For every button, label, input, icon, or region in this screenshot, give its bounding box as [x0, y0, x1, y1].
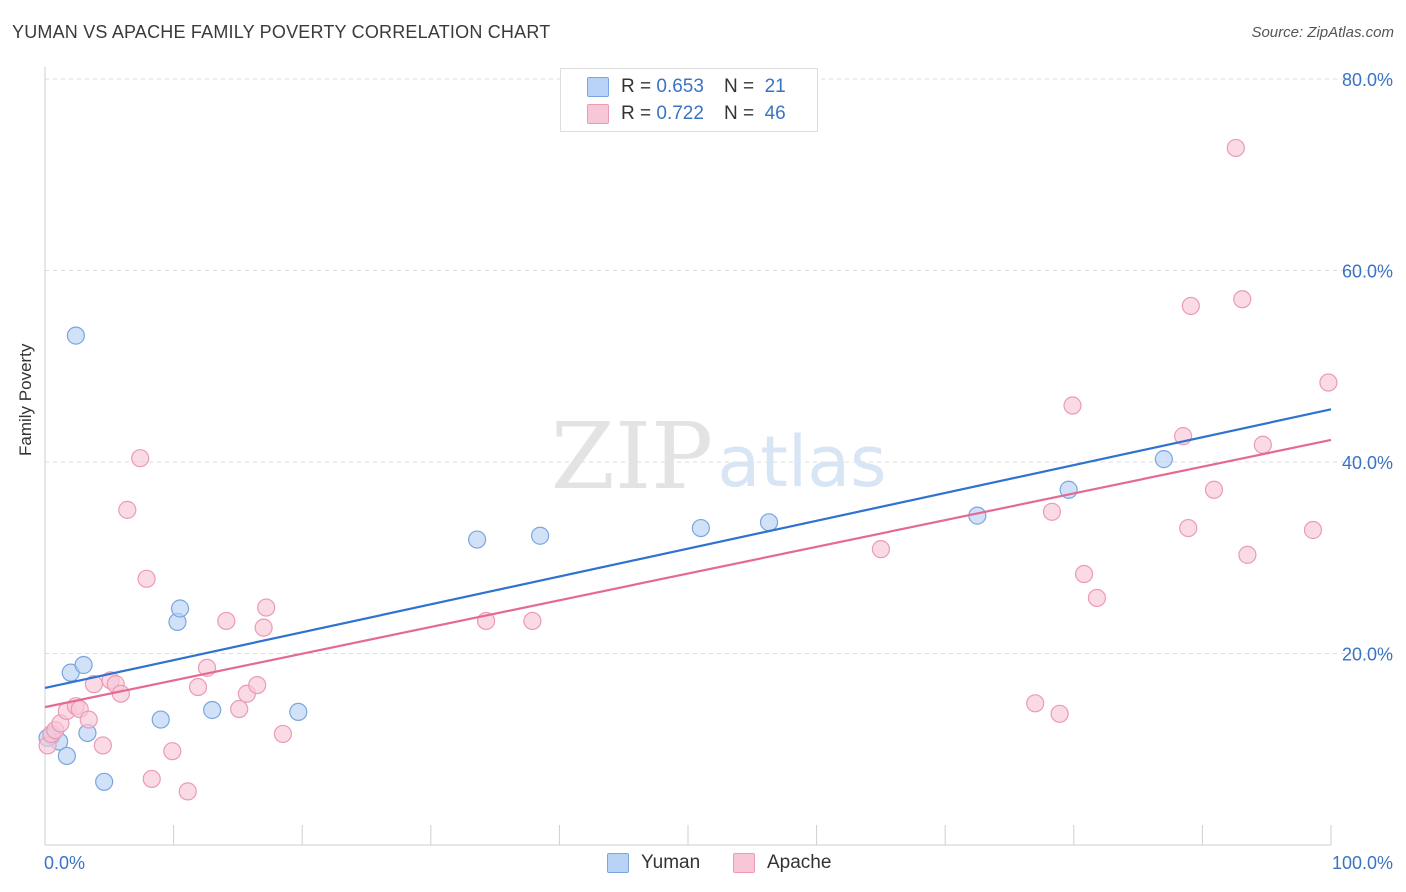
yuman-point	[151, 710, 170, 729]
apache-point	[142, 769, 161, 789]
chart-title: YUMAN VS APACHE FAMILY POVERTY CORRELATI…	[12, 22, 551, 42]
tick-labels: 20.0% 40.0% 60.0% 80.0% 0.0% 100.0%	[44, 70, 1393, 873]
apache-point	[1253, 435, 1272, 454]
series-legend-yuman: Yuman	[607, 852, 700, 874]
y-tick-label: 80.0%	[1342, 70, 1393, 90]
y-tick-label: 40.0%	[1342, 453, 1393, 473]
apache-point	[163, 742, 182, 761]
x-tick-label: 100.0%	[1332, 853, 1393, 873]
apache-point	[248, 675, 267, 695]
yuman-point	[531, 526, 550, 545]
apache-point	[188, 677, 208, 697]
yuman-point	[289, 702, 308, 722]
apache-point	[1026, 694, 1045, 713]
y-tick-label: 60.0%	[1342, 262, 1393, 282]
series-legend-apache: Apache	[733, 852, 831, 874]
legend-n-value: 21	[764, 76, 786, 97]
axes	[44, 67, 1332, 846]
watermark-zip: ZIP	[551, 403, 713, 510]
yuman-swatch	[587, 77, 609, 97]
apache-point	[1074, 564, 1094, 584]
yuman-trend-line	[44, 408, 1332, 690]
apache-trend-line	[44, 438, 1332, 709]
y-tick-label: 20.0%	[1342, 645, 1393, 665]
legend-n-value: 46	[764, 103, 786, 124]
apache-point	[1204, 480, 1224, 499]
apache-point	[1087, 588, 1107, 608]
apache-point	[1238, 545, 1257, 564]
data-points	[38, 138, 1338, 801]
y-axis-label: Family Poverty	[16, 343, 35, 456]
apache-point	[131, 449, 150, 468]
apache-point	[1063, 396, 1082, 415]
apache-point	[1181, 296, 1200, 316]
yuman-swatch	[607, 853, 629, 873]
apache-point	[1050, 704, 1069, 723]
apache-point	[118, 500, 137, 519]
yuman-point	[467, 530, 487, 549]
apache-point	[871, 540, 891, 559]
source-credit: Source: ZipAtlas.com	[1251, 24, 1394, 41]
yuman-point	[691, 518, 710, 538]
legend-n-label: N =	[723, 76, 755, 97]
legend-r-label: R =	[621, 76, 652, 97]
legend-r-value: 0.722	[656, 103, 704, 124]
apache-point	[257, 598, 276, 617]
apache-point	[79, 710, 98, 729]
trend-lines	[44, 408, 1332, 709]
yuman-point	[759, 513, 779, 532]
apache-swatch	[733, 853, 755, 873]
apache-point	[254, 618, 273, 637]
apache-point	[137, 569, 156, 588]
apache-point	[1226, 138, 1245, 158]
legend-row-yuman: R = 0.653 N = 21	[587, 75, 786, 99]
yuman-point	[66, 326, 85, 345]
stats-legend: R = 0.653 N = 21 R = 0.722 N = 46	[560, 68, 818, 132]
apache-point	[273, 724, 293, 744]
watermark-atlas: atlas	[717, 421, 886, 503]
apache-point	[93, 736, 112, 755]
legend-n-label: N =	[723, 103, 755, 124]
series-legend: Yuman Apache	[0, 852, 1406, 878]
legend-r-label: R =	[621, 103, 652, 124]
yuman-point	[95, 772, 114, 791]
apache-point	[1233, 290, 1252, 309]
apache-swatch	[587, 104, 609, 124]
yuman-point	[1154, 450, 1173, 469]
yuman-point	[170, 599, 190, 618]
legend-row-apache: R = 0.722 N = 46	[587, 102, 786, 126]
apache-point	[178, 782, 197, 801]
apache-point	[1319, 373, 1338, 392]
yuman-point	[57, 746, 76, 766]
series-legend-apache-label: Apache	[767, 852, 832, 873]
watermark: ZIP atlas	[551, 403, 887, 510]
apache-point	[523, 611, 542, 631]
apache-point	[1042, 502, 1062, 521]
legend-r-value: 0.653	[656, 76, 704, 97]
yuman-point	[74, 655, 93, 675]
apache-point	[230, 699, 249, 719]
series-legend-yuman-label: Yuman	[641, 852, 701, 873]
apache-point	[1303, 520, 1323, 540]
x-tick-label: 0.0%	[44, 853, 85, 873]
apache-point	[1179, 518, 1198, 538]
yuman-point	[203, 700, 222, 720]
apache-point	[217, 611, 236, 631]
